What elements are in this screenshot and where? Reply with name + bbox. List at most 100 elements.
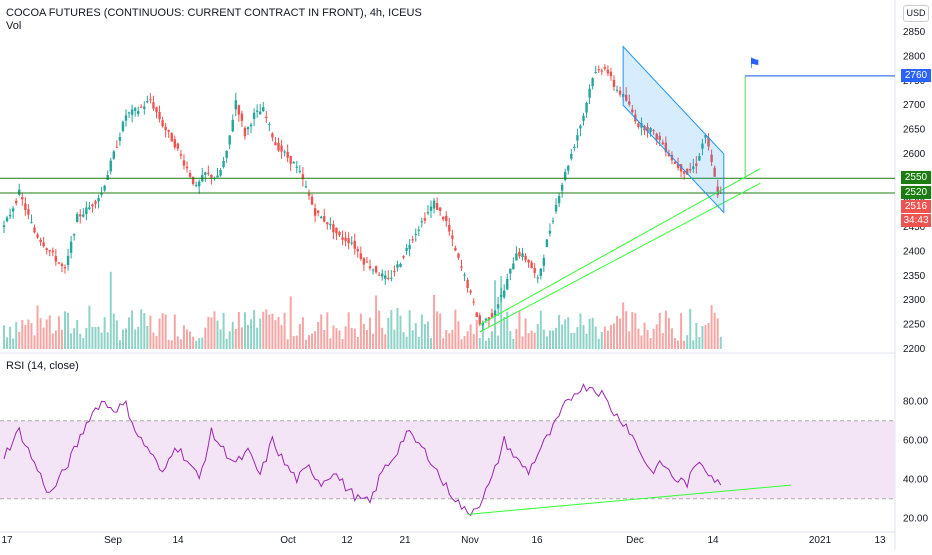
candle-body <box>704 135 707 138</box>
volume-bar <box>131 310 134 349</box>
volume-bar <box>250 319 253 349</box>
candle-body <box>359 253 363 259</box>
time-tick-label: 17 <box>1 535 13 546</box>
volume-bar <box>390 310 393 349</box>
candle-body <box>405 247 408 251</box>
volume-bar <box>661 333 664 349</box>
candle-body <box>448 225 451 232</box>
candle-body <box>628 101 631 105</box>
volume-bar <box>378 310 381 349</box>
currency-button[interactable]: USD <box>903 5 929 22</box>
candle-body <box>655 133 658 140</box>
volume-bar <box>219 329 222 349</box>
volume-bar <box>64 311 66 349</box>
volume-bar <box>716 318 719 349</box>
volume-bar <box>719 336 722 349</box>
rsi-trend-line[interactable] <box>467 484 791 515</box>
volume-bar <box>112 313 115 349</box>
volume-bar <box>332 325 335 349</box>
candle-body <box>301 174 305 180</box>
candle-body <box>576 135 579 141</box>
candle-body <box>438 207 442 211</box>
volume-label[interactable]: Vol <box>6 20 22 32</box>
rsi-tick-label: 60.00 <box>903 435 928 446</box>
candle-body <box>585 102 588 113</box>
candle-body <box>259 111 262 115</box>
volume-bar <box>603 326 606 349</box>
candle-body <box>625 94 628 101</box>
volume-bar <box>280 324 283 349</box>
candle-body <box>399 263 402 268</box>
candle-body <box>274 142 277 146</box>
volume-bar <box>286 339 289 349</box>
target-path-line[interactable] <box>744 75 895 180</box>
volume-bar <box>527 333 530 349</box>
candle-body <box>713 167 716 177</box>
volume-bar <box>167 339 170 349</box>
volume-bar <box>423 324 426 349</box>
descending-channel[interactable] <box>622 45 725 214</box>
candle-body <box>554 205 558 212</box>
trend-line[interactable] <box>479 168 761 326</box>
candle-body <box>564 171 567 180</box>
candle-body <box>298 170 302 172</box>
candle-body <box>252 112 256 119</box>
candle-body <box>143 106 146 110</box>
volume-bar <box>567 317 570 349</box>
volume-bar <box>420 314 423 349</box>
candle-body <box>170 133 173 142</box>
volume-bar <box>375 295 378 349</box>
candle-body <box>390 277 393 279</box>
candle-body <box>545 239 549 248</box>
volume-bar <box>161 313 164 349</box>
volume-bar <box>701 325 704 349</box>
volume-bar <box>103 317 106 349</box>
volume-bar <box>106 332 109 349</box>
candle-body <box>512 263 515 270</box>
symbol-title[interactable]: COCOA FUTURES (CONTINUOUS: CURRENT CONTR… <box>6 7 422 19</box>
candle-body <box>344 237 347 242</box>
candle-body <box>457 253 460 258</box>
volume-bar <box>256 327 259 349</box>
candle-body <box>631 109 634 113</box>
candle-body <box>140 106 143 108</box>
volume-bar <box>484 340 487 349</box>
candle-body <box>432 200 436 209</box>
volume-bar <box>216 320 219 349</box>
candle-body <box>393 270 396 273</box>
volume-bar <box>670 328 673 349</box>
volume-bar <box>335 328 338 349</box>
volume-bar <box>417 337 420 349</box>
candle-body <box>579 125 582 129</box>
candle-body <box>72 234 76 236</box>
candle-body <box>164 126 167 131</box>
volume-bar <box>664 310 667 349</box>
trend-line[interactable] <box>479 182 761 333</box>
candle-body <box>487 317 491 321</box>
volume-bar <box>469 324 472 349</box>
flag-icon[interactable]: ⚑ <box>748 55 761 71</box>
candle-body <box>686 168 689 175</box>
volume-bar <box>271 313 274 349</box>
volume-bar <box>561 324 564 349</box>
candle-body <box>271 133 274 138</box>
volume-bar <box>67 312 70 349</box>
candle-body <box>503 290 506 298</box>
volume-bar <box>85 327 88 349</box>
volume-bar <box>146 325 149 349</box>
volume-bar <box>487 337 490 349</box>
volume-bar <box>137 326 140 349</box>
volume-bar <box>94 326 97 349</box>
candle-body <box>222 160 225 168</box>
candle-body <box>39 239 42 243</box>
volume-bar <box>609 325 612 349</box>
volume-bar <box>411 330 414 349</box>
rsi-label[interactable]: RSI (14, close) <box>6 360 79 372</box>
volume-bar <box>457 321 460 349</box>
volume-bar <box>311 333 314 349</box>
candle-body <box>496 304 500 309</box>
candle-body <box>329 223 332 226</box>
volume-bar <box>329 338 332 349</box>
